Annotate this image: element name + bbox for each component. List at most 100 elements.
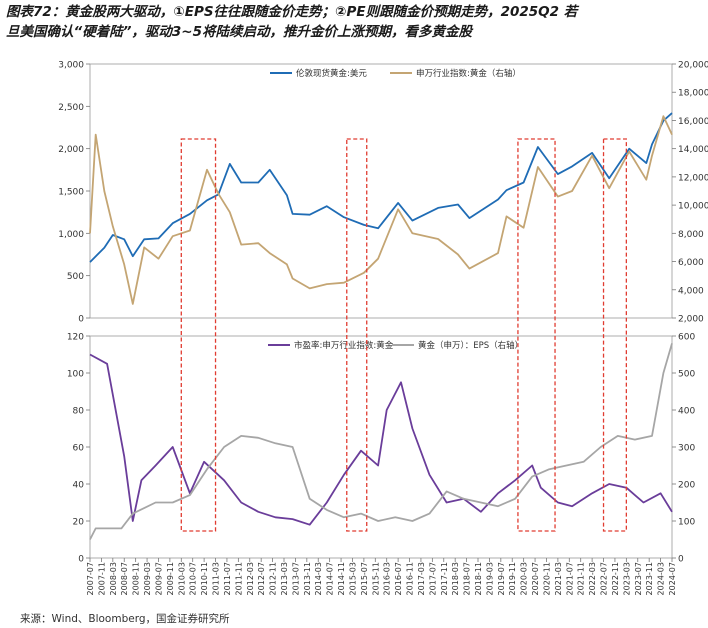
right-tick-label: 12,000 — [678, 173, 708, 183]
left-tick-label: 20 — [73, 518, 85, 528]
x-tick-label: 2013-03 — [280, 562, 289, 595]
right-tick-label: 20,000 — [678, 61, 708, 71]
right-tick-label: 500 — [678, 370, 695, 380]
title-line-2: 旦美国确认“硬着陆”，驱动3~5将陆续启动，推升金价上涨预期，看多黄金股 — [6, 24, 472, 40]
x-tick-label: 2015-03 — [348, 562, 357, 595]
x-tick-label: 2019-07 — [497, 562, 506, 595]
panel-1: 0 500 1,000 1,500 2,000 2,500 3,000 2,000 4,000 6… — [58, 61, 708, 325]
x-tick-label: 2022-03 — [588, 562, 597, 595]
x-tick-label: 2022-07 — [600, 562, 609, 595]
x-tick-label: 2014-11 — [337, 562, 346, 595]
left-tick-label: 120 — [67, 333, 84, 343]
x-tick-label: 2015-11 — [371, 562, 380, 595]
left-tick-label: 500 — [67, 272, 84, 282]
x-axis: 2007-07 2007-11 2008-03 2008-07 2008-11 2009-… — [86, 558, 677, 595]
x-tick-label: 2012-11 — [269, 562, 278, 595]
x-tick-label: 2022-11 — [611, 562, 620, 595]
x-tick-label: 2008-11 — [132, 562, 141, 595]
x-tick-label: 2017-03 — [417, 562, 426, 595]
highlight-box — [180, 138, 217, 532]
x-tick-label: 2021-11 — [577, 562, 586, 595]
left-tick-label: 80 — [73, 407, 85, 417]
x-tick-label: 2016-03 — [383, 562, 392, 595]
x-tick-label: 2009-11 — [166, 562, 175, 595]
x-tick-label: 2009-03 — [143, 562, 152, 595]
x-tick-label: 2020-07 — [531, 562, 540, 595]
right-tick-label: 6,000 — [678, 258, 704, 268]
x-tick-label: 2023-03 — [622, 562, 631, 595]
legend-label: 黄金（申万）：EPS（右轴） — [418, 340, 523, 351]
x-tick-label: 2013-11 — [303, 562, 312, 595]
x-tick-label: 2023-07 — [634, 562, 643, 595]
x-tick-label: 2010-07 — [189, 562, 198, 595]
source-note: 来源：Wind、Bloomberg，国金证券研究所 — [20, 613, 230, 625]
x-tick-label: 2018-11 — [474, 562, 483, 595]
x-tick-label: 2020-11 — [542, 562, 551, 595]
right-tick-label: 18,000 — [678, 89, 708, 99]
left-tick-label: 60 — [73, 444, 85, 454]
left-tick-label: 2,500 — [58, 103, 84, 113]
right-tick-label: 10,000 — [678, 202, 708, 212]
x-tick-label: 2010-11 — [200, 562, 209, 595]
left-tick-label: 40 — [73, 481, 85, 491]
legend-label: 伦敦现货黄金:美元 — [296, 68, 367, 79]
legend-label: 市盈率:申万行业指数:黄金 — [294, 340, 394, 351]
left-tick-label: 1,000 — [58, 230, 84, 240]
x-tick-label: 2015-07 — [360, 562, 369, 595]
x-tick-label: 2016-11 — [406, 562, 415, 595]
right-tick-label: 100 — [678, 518, 695, 528]
left-tick-label: 1,500 — [58, 188, 84, 198]
x-tick-label: 2016-07 — [394, 562, 403, 595]
x-tick-label: 2017-07 — [428, 562, 437, 595]
right-tick-label: 2,000 — [678, 315, 704, 325]
right-tick-label: 300 — [678, 444, 695, 454]
x-tick-label: 2008-07 — [120, 562, 129, 595]
x-tick-label: 2012-07 — [257, 562, 266, 595]
x-tick-label: 2017-11 — [440, 562, 449, 595]
panel-2: 0 20 40 60 80 100 120 0 100 200 300 400 500 600 市盈率:申万… — [67, 333, 696, 565]
x-tick-label: 2019-11 — [508, 562, 517, 595]
x-tick-label: 2009-07 — [154, 562, 163, 595]
x-tick-label: 2018-03 — [451, 562, 460, 595]
series-line-1 — [89, 353, 673, 526]
x-tick-label: 2014-03 — [314, 562, 323, 595]
x-tick-label: 2018-07 — [463, 562, 472, 595]
x-tick-label: 2011-03 — [212, 562, 221, 595]
left-tick-label: 2,000 — [58, 145, 84, 155]
x-tick-label: 2010-03 — [177, 562, 186, 595]
right-tick-label: 600 — [678, 333, 695, 343]
right-tick-label: 4,000 — [678, 286, 704, 296]
x-tick-label: 2024-07 — [668, 562, 677, 595]
highlight-box — [602, 138, 628, 532]
title-line-1: 图表72：黄金股两大驱动，①EPS往往跟随金价走势；②PE则跟随金价预期走势，2… — [6, 4, 578, 20]
left-tick-label: 100 — [67, 370, 84, 380]
x-tick-label: 2023-11 — [645, 562, 654, 595]
x-tick-label: 2008-03 — [109, 562, 118, 595]
x-tick-label: 2011-11 — [234, 562, 243, 595]
right-tick-label: 0 — [678, 555, 684, 565]
highlight-boxes — [180, 138, 628, 532]
legend-label: 申万行业指数:黄金（右轴） — [416, 68, 521, 79]
right-tick-label: 400 — [678, 407, 695, 417]
x-tick-label: 2021-03 — [554, 562, 563, 595]
x-tick-label: 2007-11 — [97, 562, 106, 595]
right-tick-label: 200 — [678, 481, 695, 491]
series-line-2 — [89, 343, 673, 540]
x-tick-label: 2014-07 — [326, 562, 335, 595]
series-line-1 — [89, 112, 673, 263]
right-tick-label: 8,000 — [678, 230, 704, 240]
left-tick-label: 0 — [78, 555, 84, 565]
x-tick-label: 2013-07 — [291, 562, 300, 595]
chart-title: 图表72：黄金股两大驱动，①EPS往往跟随金价走势；②PE则跟随金价预期走势，2… — [6, 2, 706, 42]
x-tick-label: 2024-03 — [657, 562, 666, 595]
left-tick-label: 3,000 — [58, 61, 84, 71]
x-tick-label: 2020-03 — [520, 562, 529, 595]
series-line-2 — [89, 115, 673, 305]
x-tick-label: 2011-07 — [223, 562, 232, 595]
left-tick-label: 0 — [78, 315, 84, 325]
right-tick-label: 14,000 — [678, 145, 708, 155]
x-tick-label: 2007-07 — [86, 562, 95, 595]
x-tick-label: 2019-03 — [485, 562, 494, 595]
right-tick-label: 16,000 — [678, 117, 708, 127]
